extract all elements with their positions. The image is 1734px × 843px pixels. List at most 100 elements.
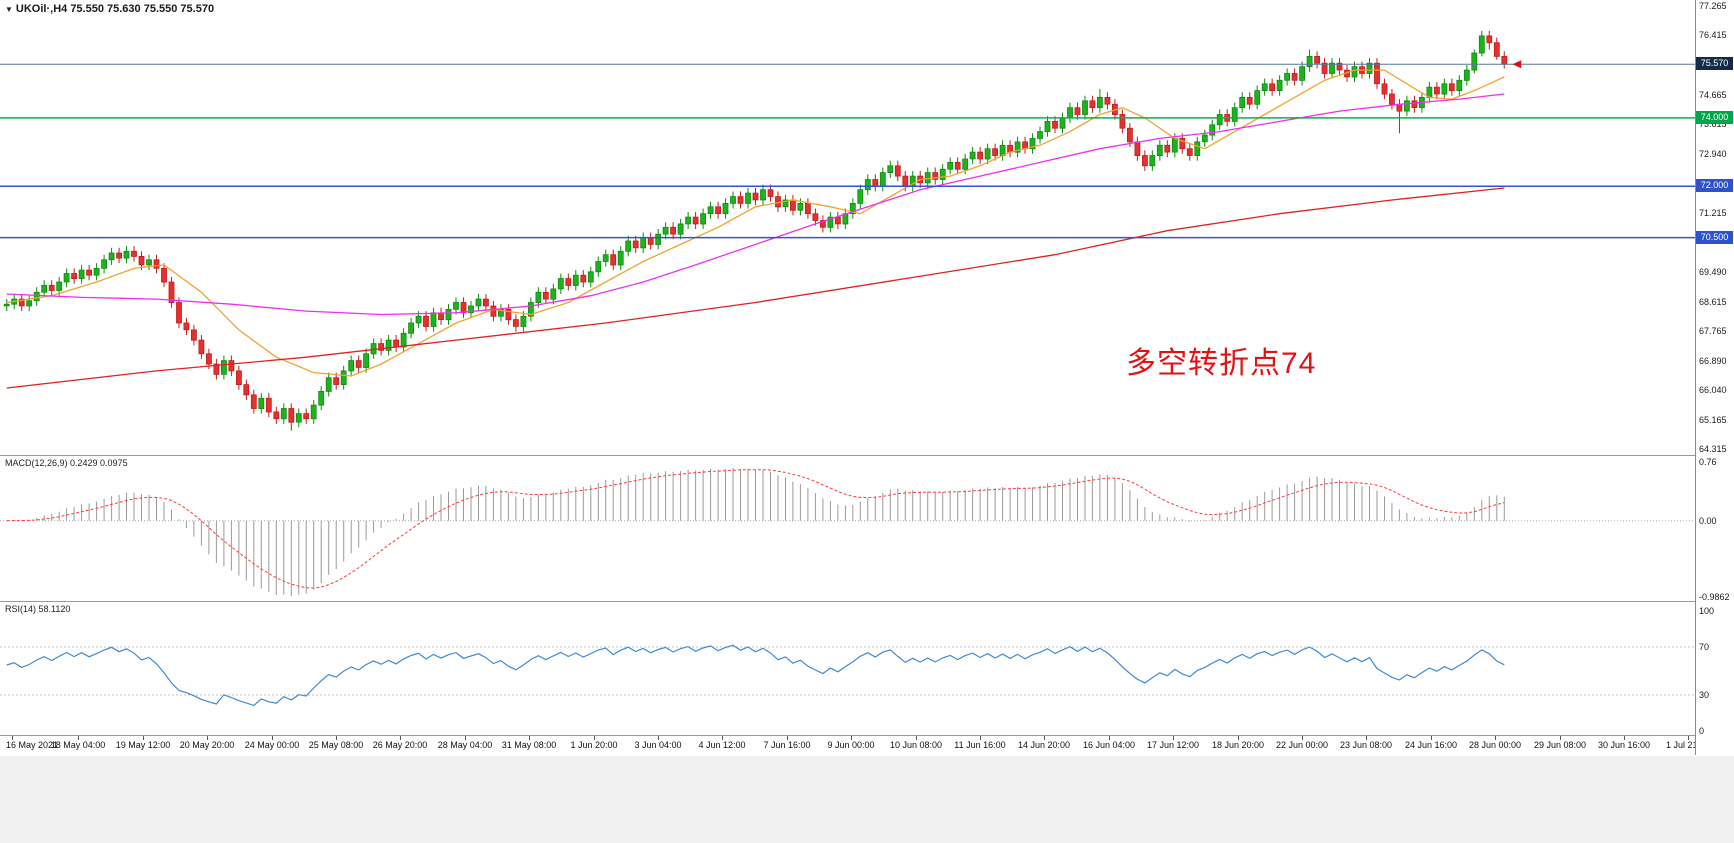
- time-axis-tick: [1495, 736, 1496, 740]
- candle-body: [1411, 100, 1418, 109]
- candle-body: [1194, 141, 1201, 156]
- candle-body: [378, 343, 385, 351]
- candle-body: [468, 305, 474, 314]
- candle-body: [1239, 97, 1246, 109]
- candle-body: [1441, 83, 1448, 95]
- candle-body: [602, 254, 609, 262]
- time-axis-tick: [1560, 736, 1561, 740]
- price-axis-label: 74.665: [1699, 90, 1727, 101]
- candle-body: [41, 284, 48, 293]
- candle-body: [453, 302, 459, 310]
- candle-body: [752, 192, 759, 201]
- candle-body: [1321, 62, 1328, 74]
- candle-body: [760, 189, 766, 201]
- candle-body: [685, 216, 691, 225]
- candle-body: [984, 148, 991, 160]
- price-chart-surface[interactable]: [0, 0, 1695, 455]
- candle-body: [782, 199, 789, 208]
- time-axis-label: 4 Jun 12:00: [698, 740, 746, 750]
- candle-body: [1209, 124, 1216, 136]
- candle-body: [924, 172, 931, 184]
- macd-axis-label: 0.00: [1699, 515, 1717, 526]
- rsi-axis-label: 0: [1699, 726, 1705, 736]
- time-axis-tick: [336, 736, 337, 740]
- candle-body: [1314, 56, 1320, 64]
- time-axis-tick: [1366, 736, 1367, 740]
- time-axis-label: 24 Jun 16:00: [1404, 740, 1458, 750]
- candle-body: [198, 339, 205, 355]
- candle-body: [168, 281, 175, 303]
- time-axis-label: 1 Jul 21:15: [1665, 740, 1711, 750]
- candle-body: [887, 165, 894, 174]
- candle-body: [63, 273, 70, 283]
- candle-body: [445, 308, 452, 321]
- candle-body: [265, 397, 272, 413]
- price-axis-label: 67.765: [1699, 326, 1727, 337]
- time-axis[interactable]: 16 May 2021 18 May 04:00 19 May 12:00 20 Ma…: [0, 735, 1734, 755]
- candle-body: [280, 408, 287, 420]
- candle-body: [1493, 42, 1500, 57]
- ma-line-slow-red: [6, 187, 1505, 389]
- panel-separator[interactable]: [0, 455, 1695, 456]
- candle-body: [992, 148, 998, 156]
- dropdown-triangle-icon[interactable]: ▼: [5, 5, 13, 14]
- candle-body: [71, 273, 77, 279]
- symbol-ohlc-label: UKOil·,H4 75.550 75.630 75.550 75.570: [15, 3, 215, 15]
- candle-body: [1299, 66, 1305, 81]
- candle-body: [363, 353, 370, 368]
- candle-body: [595, 261, 602, 273]
- candle-body: [1448, 83, 1455, 92]
- candle-body: [662, 226, 669, 235]
- candle-body: [1246, 97, 1253, 105]
- candle-body: [116, 252, 122, 259]
- time-axis-tick: [400, 736, 401, 740]
- rsi-panel-surface[interactable]: [0, 601, 1695, 735]
- time-axis-tick: [1109, 736, 1110, 740]
- candle-body: [805, 202, 811, 215]
- candle-body: [1142, 155, 1148, 167]
- candle-body: [1261, 83, 1268, 92]
- time-axis-label: 17 Jun 12:00: [1146, 740, 1200, 750]
- candle-body: [490, 305, 497, 317]
- candle-body: [243, 384, 250, 396]
- panel-separator[interactable]: [0, 601, 1695, 602]
- candle-body: [745, 192, 751, 204]
- candle-body: [1374, 62, 1380, 85]
- candle-body: [78, 269, 85, 280]
- candle-body: [1284, 73, 1290, 81]
- macd-signal-line: [6, 469, 1505, 589]
- candle-body: [1486, 35, 1493, 44]
- candle-body: [333, 377, 340, 385]
- time-axis-label: 11 Jun 16:00: [954, 740, 1006, 750]
- price-axis-label: 76.415: [1699, 30, 1727, 41]
- annotation-text: 多空转折点74: [1126, 347, 1317, 380]
- candle-body: [557, 278, 564, 290]
- candle-body: [1501, 56, 1508, 65]
- candle-body: [812, 213, 819, 221]
- candle-body: [1216, 114, 1223, 126]
- time-axis-tick: [1688, 736, 1689, 740]
- candle-body: [1396, 103, 1403, 112]
- candle-body: [565, 278, 572, 286]
- time-axis-tick: [12, 736, 13, 740]
- candle-body: [310, 404, 317, 420]
- candle-body: [1186, 148, 1193, 156]
- price-marker-icon: [1512, 60, 1522, 69]
- time-axis-tick: [143, 736, 144, 740]
- macd-panel-surface[interactable]: [0, 455, 1695, 601]
- time-axis-label: 28 Jun 00:00: [1468, 740, 1522, 750]
- candle-body: [1329, 62, 1335, 74]
- candle-body: [190, 329, 197, 341]
- price-axis-label: 69.490: [1699, 267, 1727, 278]
- candle-body: [393, 339, 400, 348]
- candle-body: [962, 158, 969, 170]
- candle-body: [1351, 66, 1358, 78]
- price-axis[interactable]: 77.265 76.415 74.665 73.815 72.940 71.215 69.4…: [1696, 0, 1734, 755]
- candle-body: [849, 202, 856, 215]
- time-axis-label: 28 May 04:00: [437, 740, 493, 750]
- candle-body: [1336, 62, 1343, 71]
- time-axis-tick: [1044, 736, 1045, 740]
- candle-body: [288, 408, 295, 423]
- candle-body: [183, 322, 190, 331]
